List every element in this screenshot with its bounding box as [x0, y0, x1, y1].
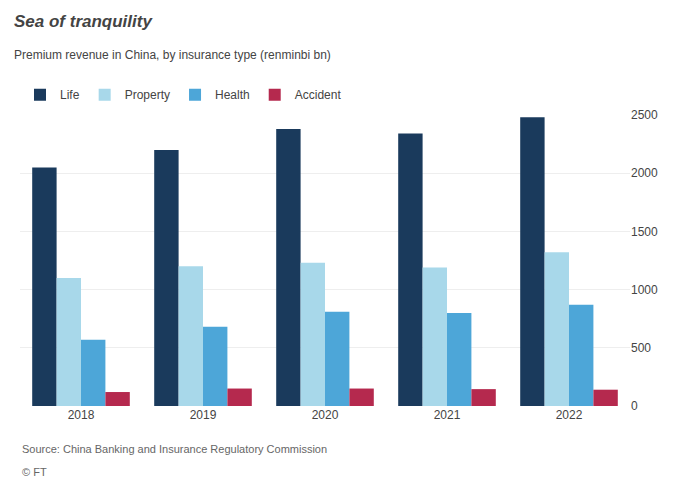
svg-text:500: 500 — [631, 341, 651, 355]
svg-text:2020: 2020 — [312, 408, 339, 422]
svg-text:2000: 2000 — [631, 166, 658, 180]
svg-text:Health: Health — [215, 88, 250, 102]
svg-text:2019: 2019 — [190, 408, 217, 422]
svg-text:2022: 2022 — [556, 408, 583, 422]
svg-text:0: 0 — [631, 399, 638, 413]
svg-text:1500: 1500 — [631, 225, 658, 239]
svg-text:1000: 1000 — [631, 283, 658, 297]
svg-text:Sea of tranquility: Sea of tranquility — [14, 12, 153, 31]
svg-text:Accident: Accident — [295, 88, 342, 102]
svg-text:2500: 2500 — [631, 108, 658, 122]
svg-text:Premium revenue in China, by i: Premium revenue in China, by insurance t… — [14, 48, 331, 62]
svg-text:© FT: © FT — [22, 466, 47, 478]
svg-text:Life: Life — [60, 88, 80, 102]
svg-text:Source: China Banking and Insu: Source: China Banking and Insurance Regu… — [22, 443, 327, 455]
svg-text:Property: Property — [125, 88, 170, 102]
svg-text:2018: 2018 — [68, 408, 95, 422]
svg-text:2021: 2021 — [434, 408, 461, 422]
